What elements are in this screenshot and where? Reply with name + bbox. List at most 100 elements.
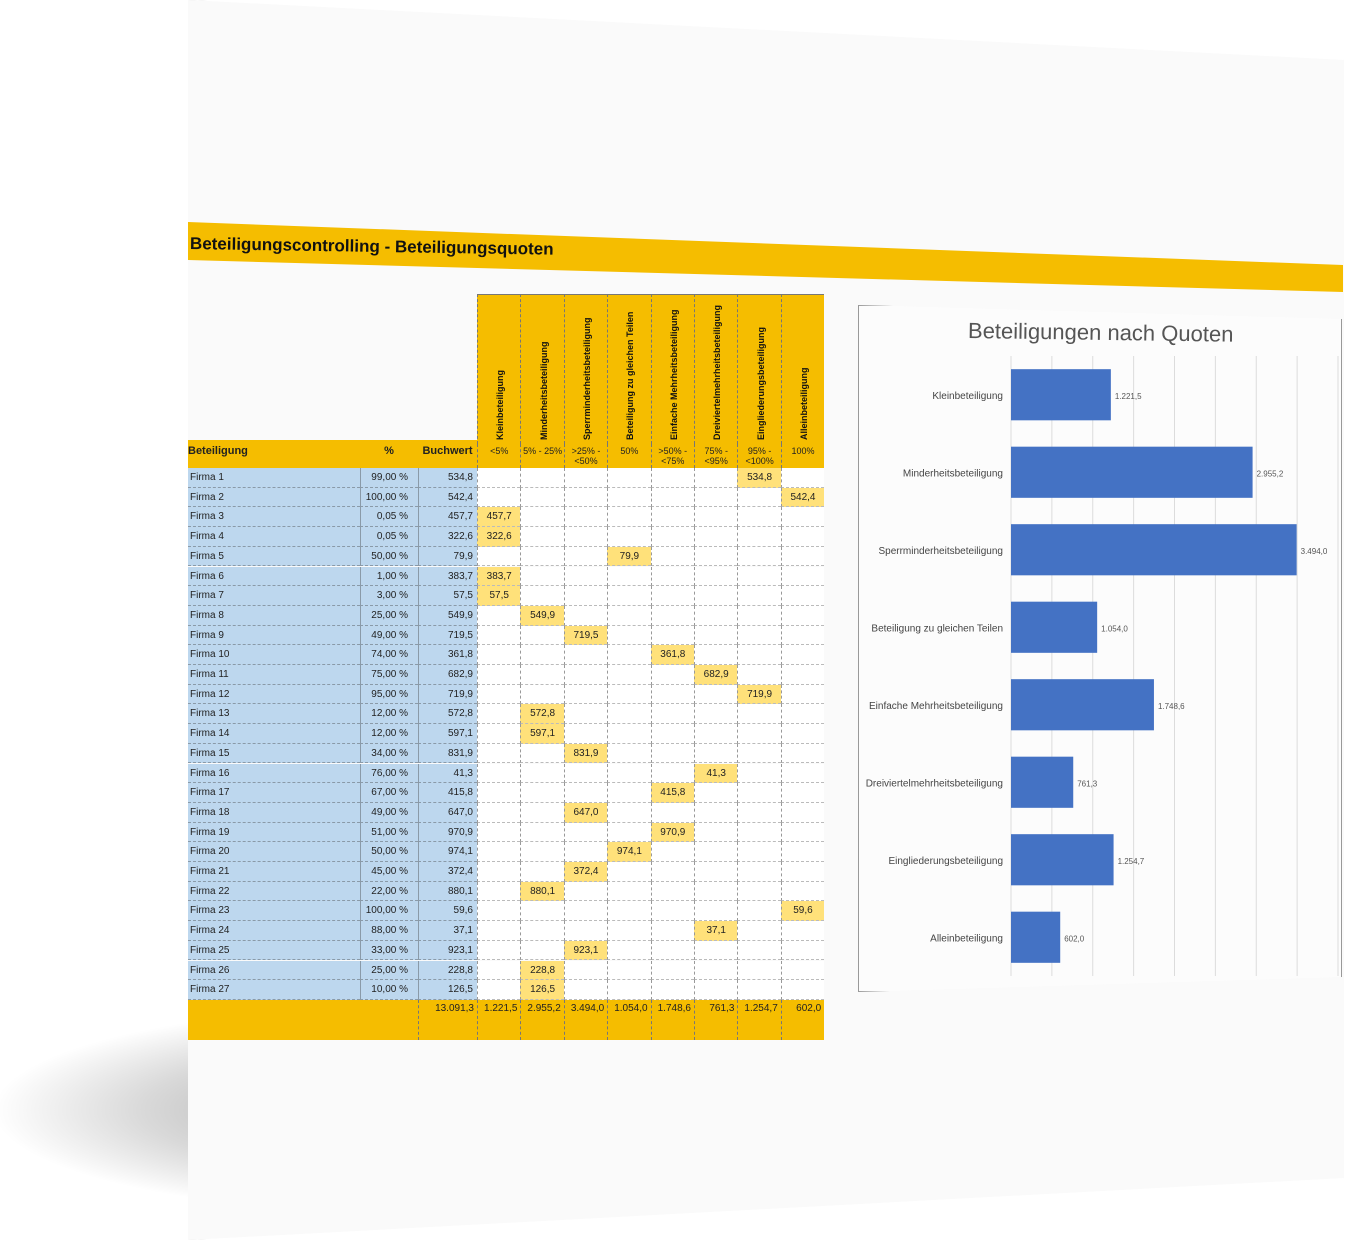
row-name: Firma 19 <box>188 822 360 843</box>
quota-cell-value: 534,8 <box>737 468 781 488</box>
row-pct: 100,00 % <box>360 901 418 922</box>
quota-cell <box>563 763 608 784</box>
row-buchwert: 923,1 <box>418 940 477 961</box>
quota-cell <box>737 586 781 606</box>
quota-cell <box>563 881 608 902</box>
quota-cell <box>694 724 738 744</box>
quota-cell <box>694 527 738 547</box>
category-name: Eingliederungsbeteiligung <box>755 326 766 440</box>
quota-cell <box>650 960 694 981</box>
quota-cell <box>737 546 781 567</box>
row-buchwert: 41,3 <box>418 763 477 784</box>
quota-cell <box>607 625 651 646</box>
row-buchwert: 79,9 <box>418 546 477 567</box>
row-buchwert: 719,5 <box>418 625 477 646</box>
data-label: 1.748,6 <box>1158 702 1185 711</box>
quota-cell <box>650 586 694 606</box>
quota-cell <box>694 940 738 961</box>
quota-cell-value: 41,3 <box>694 763 738 784</box>
quota-cell <box>694 842 738 862</box>
row-name: Firma 27 <box>188 980 360 1000</box>
quota-cell <box>780 960 825 981</box>
category-label: Sperrminderheitsbeteiligung <box>878 546 1003 557</box>
data-label: 602,0 <box>1064 934 1085 943</box>
quota-cell <box>780 763 825 784</box>
quota-cell <box>607 783 651 803</box>
quota-cell <box>477 625 521 646</box>
quota-cell <box>694 605 738 626</box>
row-name: Firma 12 <box>188 684 360 705</box>
category-label: Einfache Mehrheitsbeteiligung <box>869 701 1003 712</box>
quota-cell-value: 682,9 <box>694 665 738 685</box>
quota-cell <box>780 566 825 587</box>
bar <box>1011 679 1154 731</box>
category-range: >50% - <75% <box>650 444 694 468</box>
row-buchwert: 59,6 <box>418 901 477 922</box>
bar <box>1011 369 1111 421</box>
quota-cell <box>780 468 825 488</box>
quota-cell <box>650 684 694 705</box>
category-name: Beteiligung zu gleichen Teilen <box>625 311 636 440</box>
row-buchwert: 549,9 <box>418 605 477 626</box>
row-buchwert: 322,6 <box>418 527 477 547</box>
category-range: 50% <box>607 444 651 468</box>
row-pct: 95,00 % <box>360 684 418 705</box>
category-header: Einfache Mehrheitsbeteiligung <box>650 294 694 444</box>
category-header: Dreiviertelmehrheitsbeteiligung <box>694 294 738 444</box>
quota-cell <box>563 487 608 508</box>
quota-cell <box>520 684 564 705</box>
total-category: 761,3 <box>694 999 738 1040</box>
row-name: Firma 26 <box>188 960 360 981</box>
row-buchwert: 383,7 <box>418 566 477 587</box>
quota-cell <box>694 783 738 803</box>
quota-cell-value: 79,9 <box>607 546 651 567</box>
quota-cell <box>650 566 694 587</box>
quota-cell <box>563 822 608 843</box>
quota-cell <box>694 468 738 488</box>
quota-cell <box>607 645 651 665</box>
quota-cell <box>737 881 781 902</box>
quota-cell-value: 59,6 <box>780 901 825 922</box>
row-name: Firma 20 <box>188 842 360 862</box>
quota-cell <box>520 586 564 606</box>
quota-cell <box>477 940 521 961</box>
quota-cell <box>520 901 564 922</box>
quota-cell <box>694 822 738 843</box>
row-pct: 100,00 % <box>360 487 418 508</box>
quota-cell <box>520 527 564 547</box>
quota-cell <box>737 645 781 665</box>
quota-cell <box>737 842 781 862</box>
row-pct: 88,00 % <box>360 921 418 941</box>
bar-chart: Kleinbeteiligung 1.221,5 Minderheitsbeteil… <box>866 356 1339 976</box>
quota-cell-value: 831,9 <box>563 743 608 764</box>
category-name: Einfache Mehrheitsbeteiligung <box>668 309 679 440</box>
category-range: 100% <box>780 444 825 468</box>
quota-cell <box>737 625 781 646</box>
quota-cell <box>607 605 651 626</box>
quota-cell <box>694 507 738 528</box>
data-label: 1.254,7 <box>1118 857 1145 866</box>
quota-cell <box>477 743 521 764</box>
row-buchwert: 970,9 <box>418 822 477 843</box>
data-label: 761,3 <box>1077 779 1098 788</box>
quota-cell <box>607 881 651 902</box>
quota-cell <box>650 881 694 902</box>
quota-cell <box>607 763 651 784</box>
row-pct: 67,00 % <box>360 783 418 803</box>
row-buchwert: 534,8 <box>418 468 477 488</box>
quota-cell <box>520 940 564 961</box>
row-pct: 3,00 % <box>360 586 418 606</box>
quota-cell-value: 322,6 <box>477 527 521 547</box>
quota-cell <box>780 645 825 665</box>
bar <box>1011 911 1061 963</box>
quota-cell <box>563 546 608 567</box>
category-name: Sperrminderheitsbeteiligung <box>581 317 592 440</box>
quota-cell <box>563 684 608 705</box>
bar <box>1011 601 1098 653</box>
category-label: Beteiligung zu gleichen Teilen <box>871 623 1003 634</box>
row-buchwert: 719,9 <box>418 684 477 705</box>
row-pct: 51,00 % <box>360 822 418 843</box>
quota-cell-value: 126,5 <box>520 980 564 1000</box>
quota-cell-value: 372,4 <box>563 862 608 882</box>
quota-cell <box>607 665 651 685</box>
